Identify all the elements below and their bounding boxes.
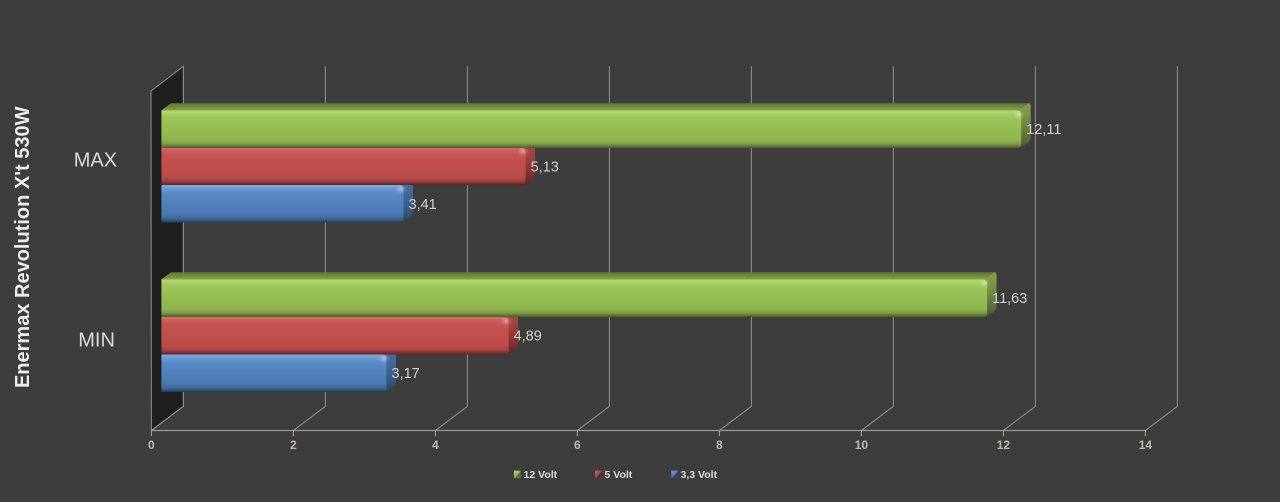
svg-text:5,13: 5,13 <box>531 160 559 176</box>
svg-text:4: 4 <box>432 438 439 452</box>
svg-text:5 Volt: 5 Volt <box>605 469 633 481</box>
svg-text:12 Volt: 12 Volt <box>524 469 558 481</box>
svg-text:12: 12 <box>997 438 1011 452</box>
svg-text:2: 2 <box>290 438 297 452</box>
svg-text:3,3 Volt: 3,3 Volt <box>681 469 718 481</box>
svg-text:3,17: 3,17 <box>392 366 420 382</box>
svg-text:4,89: 4,89 <box>514 329 542 345</box>
svg-text:11,63: 11,63 <box>992 291 1027 307</box>
svg-text:14: 14 <box>1139 438 1153 452</box>
svg-text:Enermax Revolution X't 530W: Enermax Revolution X't 530W <box>12 106 34 388</box>
svg-text:6: 6 <box>574 438 581 452</box>
svg-text:12,11: 12,11 <box>1026 122 1061 138</box>
svg-text:0: 0 <box>148 438 155 452</box>
svg-text:10: 10 <box>855 438 869 452</box>
svg-text:MAX: MAX <box>74 149 117 171</box>
svg-text:MIN: MIN <box>78 329 115 351</box>
svg-text:3,41: 3,41 <box>409 197 437 213</box>
svg-text:8: 8 <box>716 438 723 452</box>
